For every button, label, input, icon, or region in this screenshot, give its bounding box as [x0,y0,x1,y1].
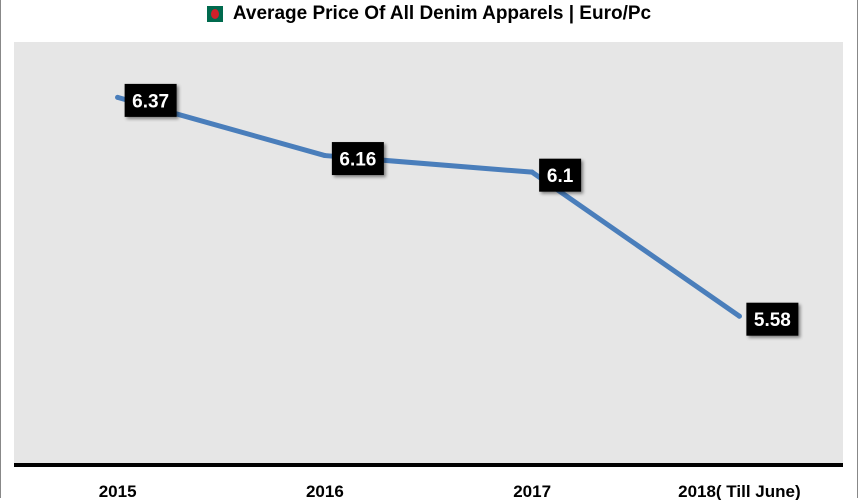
data-label: 5.58 [754,310,791,331]
x-tick-label: 2016 [306,482,344,500]
data-label-box [746,302,799,336]
data-label-box [331,142,384,176]
data-point [115,94,121,100]
data-label: 6.1 [547,166,574,187]
x-tick-label: 2017 [513,482,551,500]
data-label: 6.37 [132,91,169,112]
data-label: 6.16 [339,150,376,171]
data-label-box [539,158,582,192]
bangladesh-flag-icon [206,6,223,22]
x-tick-label: 2018( Till June) [678,482,801,500]
data-label-box [124,83,177,117]
x-tick-label: 2015 [99,482,137,500]
chart-title: Average Price Of All Denim Apparels | Eu… [0,2,858,26]
data-point [529,169,535,175]
chart-title-text: Average Price Of All Denim Apparels | Eu… [232,3,652,24]
data-point [322,153,328,159]
data-point [736,313,742,319]
series-line [115,94,742,319]
